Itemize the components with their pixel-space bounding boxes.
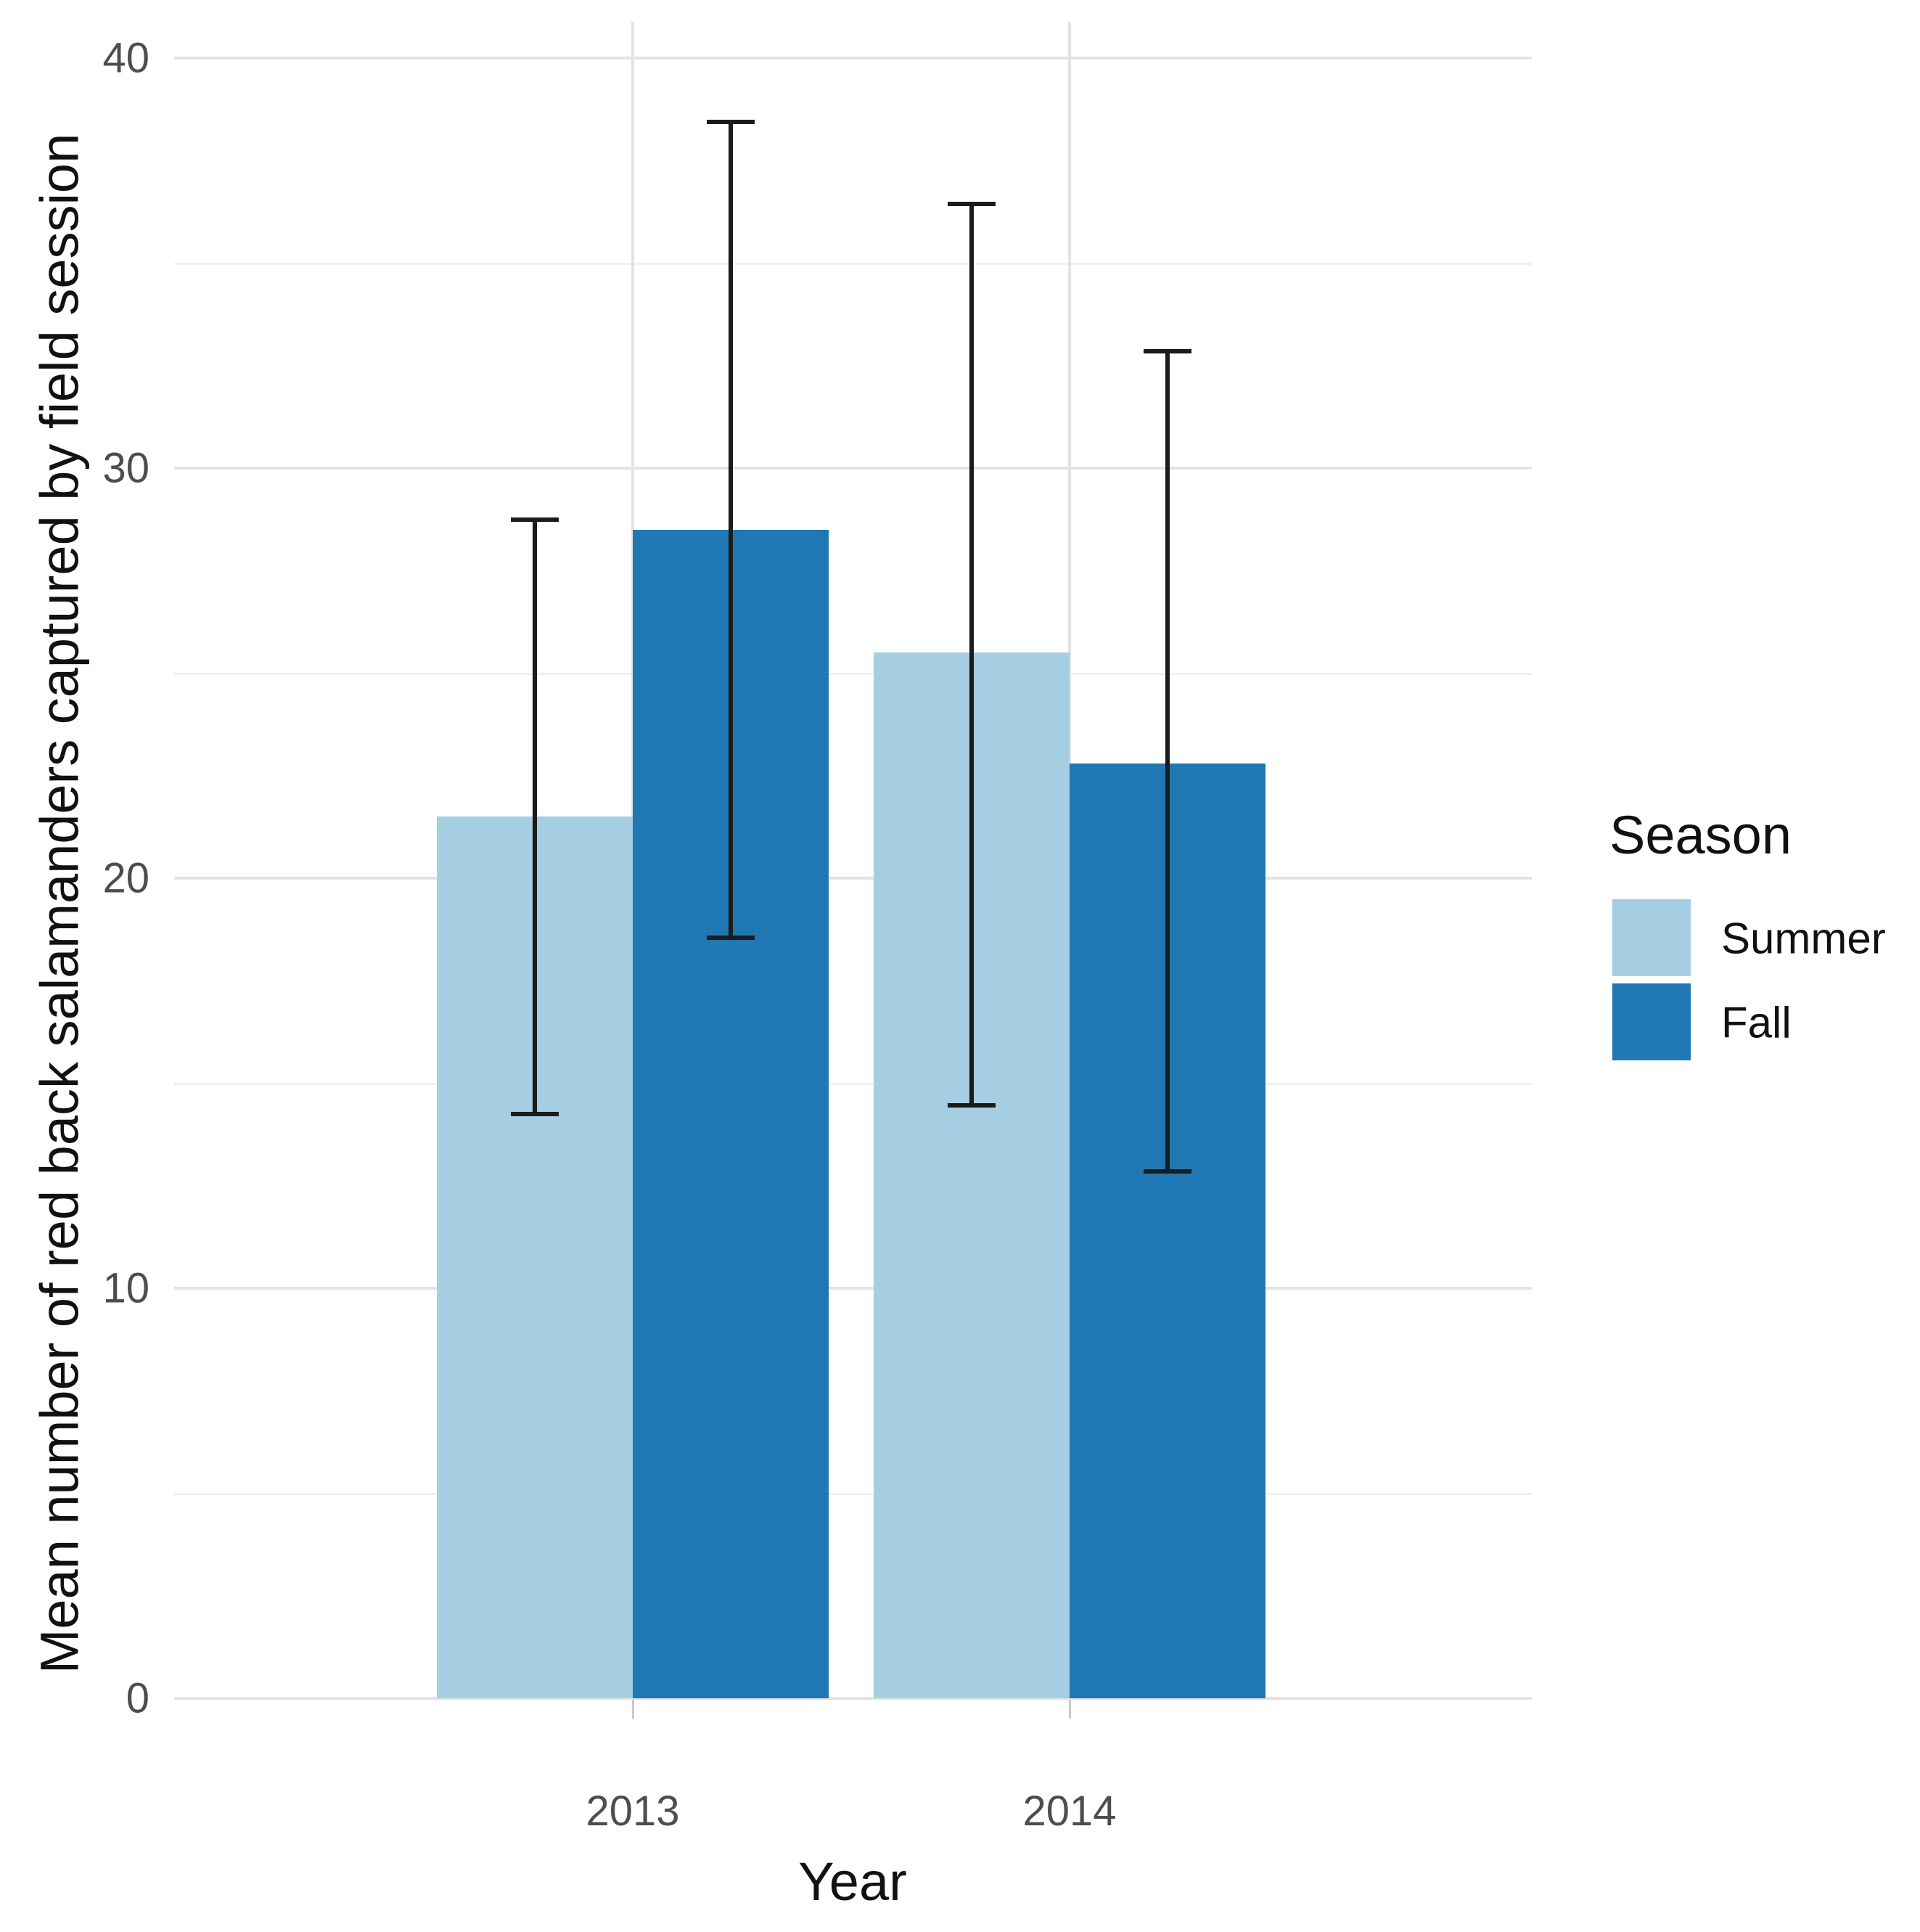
gridline-minor-y35 [174, 262, 1532, 265]
x-tick-mark-2014 [1069, 1700, 1071, 1719]
y-tick-label-40: 40 [102, 34, 149, 82]
x-axis-title: Year [798, 1851, 907, 1912]
legend-title: Season [1609, 805, 1792, 865]
errorbar-cap-top-summer-2014 [948, 201, 996, 206]
legend-item-fall: Fall [1609, 983, 1792, 1062]
gridline-major-y10 [174, 1287, 1532, 1290]
errorbar-stem-fall-2014 [1165, 349, 1170, 1174]
errorbar-stem-summer-2014 [969, 201, 974, 1108]
gridline-major-y0 [174, 1697, 1532, 1700]
gridline-minor-y5 [174, 1492, 1532, 1495]
errorbar-cap-bottom-summer-2014 [948, 1103, 996, 1108]
errorbar-cap-bottom-summer-2013 [511, 1111, 559, 1116]
x-tick-label-2014: 2014 [1022, 1788, 1117, 1835]
x-tick-mark-2013 [632, 1700, 634, 1719]
legend: Season Summer Fall [1609, 804, 1886, 1068]
gridline-minor-y15 [174, 1082, 1532, 1085]
y-tick-label-30: 30 [102, 444, 149, 492]
x-tick-label-2013: 2013 [586, 1788, 680, 1835]
errorbar-cap-bottom-fall-2013 [707, 935, 755, 940]
gridline-minor-y25 [174, 672, 1532, 675]
legend-item-summer: Summer [1609, 899, 1886, 978]
legend-label-fall: Fall [1721, 998, 1792, 1047]
legend-swatch-summer-icon [1612, 899, 1691, 976]
y-tick-label-0: 0 [126, 1674, 149, 1722]
y-axis-title: Mean number of red back salamanders capt… [29, 133, 90, 1674]
errorbar-stem-fall-2013 [729, 119, 733, 940]
y-tick-label-10: 10 [102, 1264, 149, 1312]
errorbar-cap-top-fall-2014 [1144, 349, 1191, 354]
errorbar-cap-top-fall-2013 [707, 119, 755, 124]
errorbar-stem-summer-2013 [533, 517, 537, 1116]
gridline-major-y40 [174, 57, 1532, 60]
errorbar-cap-bottom-fall-2014 [1144, 1168, 1191, 1174]
errorbar-cap-top-summer-2013 [511, 517, 559, 522]
gridline-major-y20 [174, 877, 1532, 880]
gridline-major-y30 [174, 467, 1532, 470]
legend-items: Summer Fall [1609, 899, 1886, 1062]
y-tick-label-20: 20 [102, 854, 149, 902]
legend-swatch-fall-icon [1612, 983, 1691, 1060]
legend-label-summer: Summer [1721, 914, 1886, 963]
